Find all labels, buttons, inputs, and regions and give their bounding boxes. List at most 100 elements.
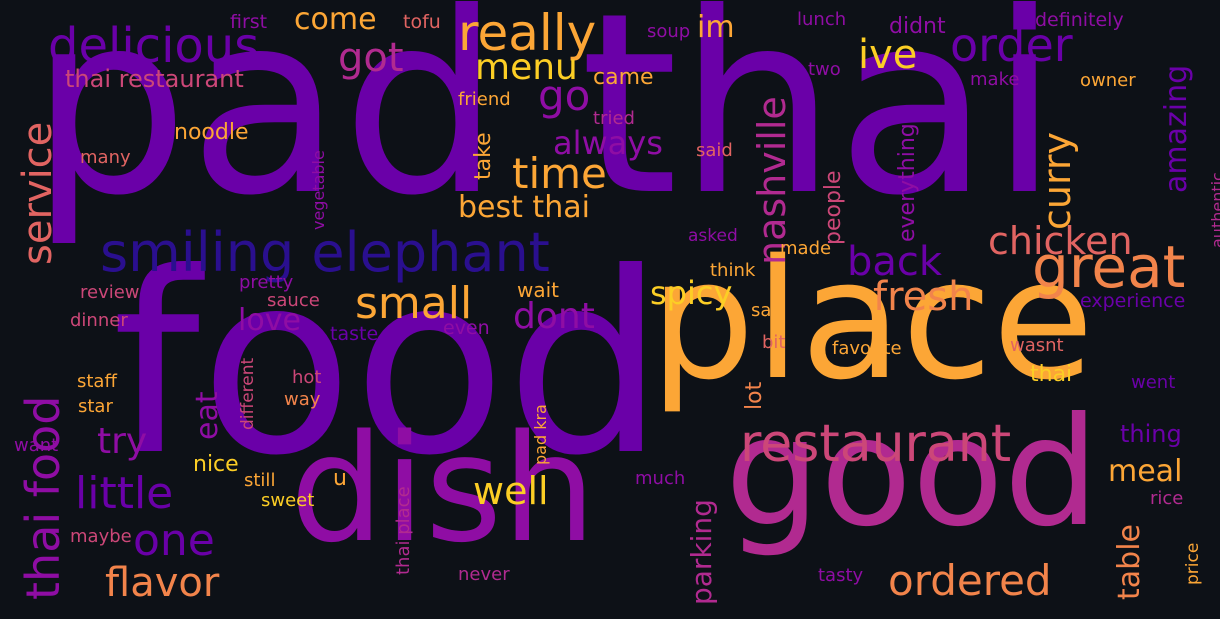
word-asked: asked bbox=[688, 226, 738, 246]
word-pretty: pretty bbox=[239, 272, 294, 293]
word-didnt: didnt bbox=[889, 14, 946, 39]
word-go: go bbox=[538, 71, 591, 120]
word-lot: lot bbox=[742, 381, 767, 410]
word-different: different bbox=[238, 357, 258, 430]
word-favorite: favorite bbox=[832, 338, 902, 359]
word-curry: curry bbox=[1035, 131, 1079, 230]
word-best-thai: best thai bbox=[458, 190, 590, 225]
word-thai: thai bbox=[1030, 362, 1073, 387]
word-thai-place: thai place bbox=[393, 486, 414, 575]
word-sweet: sweet bbox=[261, 490, 315, 511]
word-many: many bbox=[80, 147, 131, 168]
word-service: service bbox=[15, 121, 61, 265]
word-dish: dish bbox=[290, 403, 596, 575]
word-noodle: noodle bbox=[174, 120, 249, 145]
word-first: first bbox=[230, 11, 268, 33]
word-parking: parking bbox=[685, 499, 718, 605]
word-amazing: amazing bbox=[1159, 64, 1194, 193]
word-taste: taste bbox=[330, 323, 379, 345]
word-thai-food: thai food bbox=[16, 395, 70, 600]
word-spicy: spicy bbox=[650, 274, 733, 312]
word-way: way bbox=[284, 389, 321, 410]
word-small: small bbox=[355, 278, 473, 329]
word-really: really bbox=[458, 4, 597, 62]
word-always: always bbox=[553, 124, 663, 162]
word-made: made bbox=[780, 238, 832, 259]
word-say: say bbox=[751, 300, 783, 321]
word-come: come bbox=[294, 2, 377, 37]
word-thai-restaurant: thai restaurant bbox=[65, 65, 244, 93]
word-went: went bbox=[1131, 372, 1176, 393]
word-ordered: ordered bbox=[888, 556, 1052, 605]
word-time: time bbox=[512, 149, 607, 198]
word-much: much bbox=[635, 468, 686, 489]
word-dinner: dinner bbox=[70, 310, 128, 331]
word-food: food bbox=[112, 219, 665, 510]
word-got: got bbox=[338, 35, 404, 81]
word-hot: hot bbox=[292, 367, 322, 388]
word-maybe: maybe bbox=[70, 526, 132, 547]
word-even: even bbox=[443, 317, 490, 339]
word-nice: nice bbox=[193, 452, 239, 477]
word-menu: menu bbox=[475, 47, 578, 88]
word-vegetable: vegetable bbox=[309, 150, 328, 230]
word-definitely: definitely bbox=[1035, 9, 1124, 31]
word-tasty: tasty bbox=[818, 565, 864, 586]
word-im: im bbox=[697, 10, 735, 45]
word-experience: experience bbox=[1080, 290, 1186, 312]
word-one: one bbox=[133, 515, 215, 566]
word-love: love bbox=[238, 303, 301, 338]
word-eat: eat bbox=[190, 391, 225, 440]
word-wasnt: wasnt bbox=[1010, 335, 1064, 356]
word-said: said bbox=[696, 140, 733, 161]
word-review: review bbox=[80, 282, 140, 303]
word-dont: dont bbox=[513, 296, 595, 337]
word-authentic: authentic bbox=[1208, 172, 1220, 248]
word-soup: soup bbox=[647, 21, 691, 42]
word-star: star bbox=[78, 396, 113, 417]
word-tried: tried bbox=[593, 108, 635, 129]
word-delicious: delicious bbox=[48, 18, 260, 74]
word-lunch: lunch bbox=[797, 9, 847, 30]
word-owner: owner bbox=[1080, 70, 1136, 91]
word-order: order bbox=[950, 18, 1073, 72]
word-everything: everything bbox=[895, 123, 920, 242]
word-still: still bbox=[244, 470, 276, 491]
word-thing: thing bbox=[1120, 420, 1182, 448]
word-sauce: sauce bbox=[267, 290, 320, 311]
word-back: back bbox=[847, 239, 943, 285]
word-never: never bbox=[458, 564, 510, 585]
word-make: make bbox=[970, 69, 1020, 90]
word-came: came bbox=[593, 65, 654, 90]
word-restaurant: restaurant bbox=[740, 414, 1012, 474]
word-staff: staff bbox=[77, 371, 117, 392]
word-place: place bbox=[650, 224, 1094, 416]
word-take: take bbox=[471, 132, 496, 180]
word-friend: friend bbox=[458, 89, 511, 110]
word-meal: meal bbox=[1108, 454, 1183, 489]
word-two: two bbox=[808, 59, 841, 80]
word-ive: ive bbox=[858, 32, 918, 78]
word-little: little bbox=[75, 468, 174, 519]
word-try: try bbox=[97, 421, 148, 462]
word-tofu: tofu bbox=[403, 11, 441, 33]
word-u: u bbox=[333, 466, 347, 491]
word-price: price bbox=[1183, 542, 1203, 585]
word-well: well bbox=[473, 469, 549, 513]
word-table: table bbox=[1112, 524, 1147, 600]
word-flavor: flavor bbox=[105, 560, 220, 606]
word-pad-kra: pad kra bbox=[531, 404, 550, 465]
word-great: great bbox=[1032, 233, 1186, 301]
word-pad-thai: pad thai bbox=[30, 0, 1060, 250]
word-want: want bbox=[14, 435, 59, 456]
word-rice: rice bbox=[1150, 488, 1184, 509]
word-wait: wait bbox=[517, 278, 560, 302]
word-people: people bbox=[821, 170, 846, 245]
word-smiling-elephant: smiling elephant bbox=[100, 221, 550, 284]
word-think: think bbox=[710, 260, 756, 281]
word-fresh: fresh bbox=[873, 274, 974, 320]
word-bit: bit bbox=[762, 332, 786, 353]
word-good: good bbox=[725, 386, 1099, 560]
word-chicken: chicken bbox=[988, 219, 1133, 263]
